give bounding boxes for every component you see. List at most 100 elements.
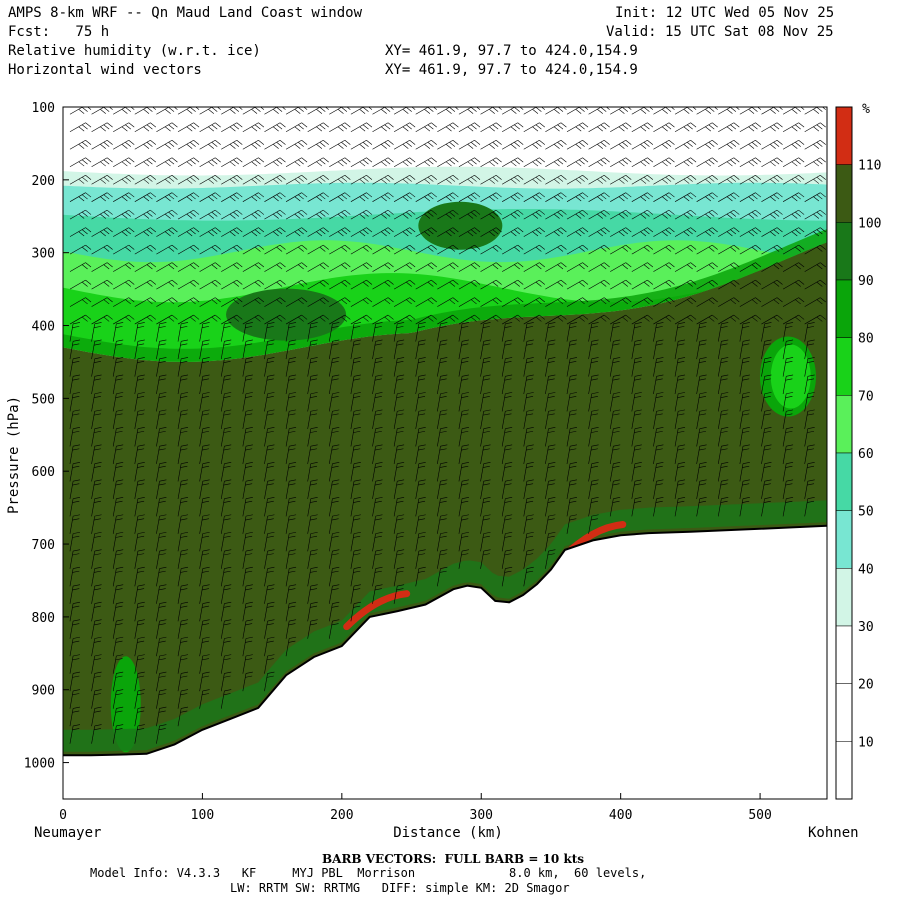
- wind-barb-shaft: [220, 341, 225, 360]
- wind-barb-feather: [331, 326, 339, 329]
- left-endpoint-label: Neumayer: [34, 825, 102, 841]
- wind-barb-feather: [418, 326, 426, 329]
- wind-barb-feather: [640, 109, 647, 114]
- wind-barb-feather: [539, 157, 546, 163]
- colorbar-swatch: [835, 395, 853, 454]
- wind-barb-feather: [375, 566, 383, 569]
- wind-barb-feather: [687, 107, 693, 112]
- wind-barb-feather: [323, 140, 329, 145]
- wind-barb-feather: [622, 229, 629, 235]
- wind-barb-feather: [375, 322, 383, 325]
- wind-barb-shaft: [221, 262, 237, 272]
- wind-barb-feather: [816, 211, 823, 217]
- wind-barb-feather: [439, 483, 447, 486]
- wind-barb-shaft: [458, 411, 463, 430]
- wind-barb-feather: [418, 566, 426, 569]
- wind-barb-feather: [474, 262, 481, 268]
- wind-barb-shaft: [91, 690, 96, 709]
- wind-barb-feather: [387, 192, 394, 198]
- wind-barb-feather: [245, 444, 253, 447]
- wind-barb-feather: [773, 246, 780, 252]
- wind-barb-feather: [164, 213, 171, 219]
- wind-barb-feather: [93, 343, 101, 346]
- wind-barb-feather: [94, 339, 102, 342]
- wind-barb-shaft: [91, 551, 96, 569]
- wind-barb-feather: [164, 126, 171, 132]
- wind-barb-feather: [254, 246, 261, 252]
- wind-barb-feather: [254, 264, 261, 270]
- wind-barb-shaft: [480, 139, 497, 150]
- wind-barb-feather: [115, 728, 123, 731]
- wind-barb-feather: [258, 140, 265, 145]
- wind-barb-feather: [705, 213, 712, 219]
- wind-barb-shaft: [674, 244, 691, 255]
- wind-barb-feather: [461, 430, 469, 433]
- wind-barb-feather: [158, 483, 166, 486]
- wind-barb-feather: [582, 140, 589, 145]
- wind-barb-feather: [150, 157, 157, 163]
- wind-barb-shaft: [220, 603, 225, 622]
- wind-barb-shaft: [264, 376, 268, 395]
- wind-barb-feather: [640, 143, 647, 149]
- colorbar-label: 80: [858, 332, 874, 347]
- wind-barb-feather: [331, 448, 339, 451]
- wind-barb-feather: [656, 462, 664, 464]
- wind-barb-shaft: [242, 192, 259, 202]
- wind-barb-feather: [72, 553, 80, 556]
- wind-barb-feather: [116, 671, 124, 674]
- wind-barb-feather: [492, 159, 499, 165]
- wind-barb-feather: [150, 174, 157, 180]
- wind-barb-feather: [159, 654, 167, 657]
- wind-barb-feather: [310, 444, 318, 447]
- wind-barb-shaft: [696, 209, 713, 220]
- wind-barb-shaft: [350, 533, 355, 552]
- wind-barb-feather: [807, 427, 815, 430]
- wind-barb-feather: [705, 143, 712, 149]
- wind-barb-feather: [158, 413, 166, 416]
- wind-barb-feather: [189, 194, 196, 200]
- wind-barb-feather: [634, 361, 642, 363]
- wind-barb-feather: [452, 262, 459, 268]
- wind-barb-feather: [625, 209, 632, 215]
- wind-barb-feather: [85, 122, 92, 128]
- wind-barb-feather: [548, 392, 556, 395]
- wind-barb-feather: [189, 107, 196, 112]
- wind-barb-shaft: [177, 358, 182, 377]
- wind-barb-shaft: [653, 446, 657, 464]
- wind-barb-feather: [427, 141, 434, 147]
- wind-barb-shaft: [393, 516, 398, 534]
- wind-barb-feather: [344, 192, 351, 198]
- wind-barb-feather: [452, 297, 459, 303]
- wind-barb-feather: [402, 143, 409, 149]
- wind-barb-feather: [208, 196, 215, 202]
- wind-barb-feather: [678, 462, 686, 464]
- wind-barb-shaft: [804, 481, 809, 499]
- wind-barb-shaft: [177, 638, 182, 657]
- wind-barb-feather: [279, 227, 286, 233]
- wind-barb-feather: [526, 392, 534, 395]
- wind-barb-shaft: [134, 297, 151, 307]
- wind-barb-feather: [366, 244, 373, 250]
- wind-barb-feather: [73, 584, 81, 587]
- wind-barb-feather: [807, 326, 815, 329]
- wind-barb-feather: [85, 174, 92, 180]
- wind-barb-feather: [362, 107, 369, 112]
- wind-barb-feather: [353, 479, 361, 482]
- wind-barb-shaft: [458, 393, 463, 412]
- wind-barb-feather: [786, 322, 794, 325]
- wind-barb-feather: [755, 244, 762, 250]
- wind-barb-feather: [569, 413, 577, 416]
- wind-barb-shaft: [804, 122, 821, 133]
- wind-barb-feather: [816, 159, 823, 165]
- wind-barb-shaft: [761, 279, 778, 290]
- wind-barb-feather: [514, 264, 520, 270]
- wind-barb-feather: [397, 584, 405, 587]
- wind-barb-feather: [807, 409, 815, 412]
- wind-barb-feather: [449, 229, 456, 235]
- wind-barb-feather: [137, 553, 145, 556]
- wind-barb-shaft: [91, 139, 108, 150]
- wind-barb-feather: [452, 192, 459, 198]
- wind-barb-shaft: [631, 122, 648, 133]
- wind-barb-shaft: [545, 314, 562, 325]
- wind-barb-feather: [526, 357, 534, 360]
